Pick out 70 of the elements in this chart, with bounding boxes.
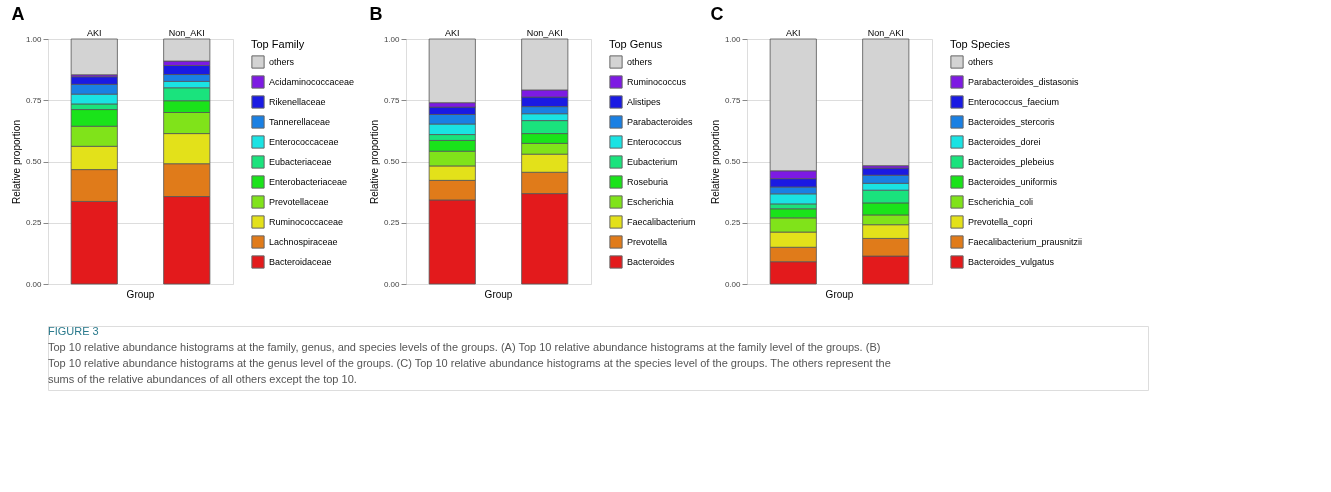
legend-label: Faecalibacterium [627, 217, 696, 227]
text: Top 10 relative abundance histograms at the family, genus, and species levels of the groups. (A) Top 10 relative abundance histograms at the family level of the groups. (B) Top 10 relative abundance histograms at the genus level of the groups. (C) Top 10 relative abundance histograms at the species level of the groups. The others represent the sums of the relative abundances of all others except the top 10. [48, 341, 891, 385]
y-tick-label: 0.25 [25, 218, 43, 228]
y-tick-label: 1.00 [25, 34, 43, 44]
y-tick-label: 1.00 [724, 34, 742, 44]
bar [163, 38, 211, 62]
y-tick-label: 0.00 [724, 279, 742, 289]
y-tick-label: 0.00 [383, 279, 401, 289]
y-tick-label: 0.75 [383, 95, 401, 105]
legend-label: Ruminococcaceae [269, 217, 344, 227]
legend-label: Prevotellaceae [269, 197, 329, 207]
chart-title: C [710, 4, 724, 24]
caption: FIGURE 3 [48, 325, 99, 337]
category-label: Non_AKI [168, 27, 205, 38]
x-axis-title: Group [126, 289, 155, 300]
legend-label: Faecalibacterium_prausnitzii [968, 237, 1083, 247]
chart-title: A [11, 4, 25, 24]
y-tick-label: 0.25 [724, 218, 742, 228]
y-tick-label: 0.50 [383, 157, 401, 166]
legend-label: Bacteroides [627, 257, 676, 267]
legend-label: Bacteroides_dorei [968, 137, 1041, 147]
legend-label: Eubacterium [627, 157, 678, 167]
category-label: Non_AKI [867, 27, 904, 38]
legend-label: Enterobacteriaceae [269, 177, 348, 187]
chart-title: B [369, 4, 383, 24]
legend-label: Enterococcus_faecium [968, 97, 1060, 107]
x-axis-title: Group [484, 289, 513, 300]
y-tick-label: 0.50 [25, 157, 43, 166]
legend-title: Top Species [950, 38, 1011, 50]
legend-title: Top Genus [609, 38, 663, 50]
y-axis-title: Relative proportion [10, 120, 22, 204]
y-tick-label: 0.00 [25, 279, 43, 289]
legend-label: Lachnospiraceae [269, 237, 338, 247]
legend-label: Bacteroides_stercoris [968, 117, 1056, 127]
y-axis-title: Relative proportion [709, 120, 721, 204]
legend-label: Tannerellaceae [269, 117, 331, 127]
legend-label: Roseburia [627, 177, 669, 187]
y-tick-label: 0.25 [383, 218, 401, 228]
category-label: AKI [785, 27, 801, 38]
legend-label: Alistipes [627, 97, 662, 107]
y-axis-title: Relative proportion [368, 120, 380, 204]
category-label: AKI [86, 27, 102, 38]
legend-label: Enterococcaceae [269, 137, 339, 147]
legend-label: Ruminococcus [627, 77, 687, 87]
y-tick-label: 0.75 [724, 95, 742, 105]
legend-label: others [968, 57, 994, 67]
legend-label: Bacteroides_plebeius [968, 157, 1055, 167]
legend-label: Enterococcus [627, 137, 683, 147]
legend-label: Bacteroides_vulgatus [968, 257, 1055, 267]
legend-label: Parabacteroides_distasonis [968, 77, 1080, 87]
y-tick-label: 0.75 [25, 95, 43, 105]
legend-label: Rikenellaceae [269, 97, 326, 107]
legend-label: Escherichia_coli [968, 197, 1034, 207]
legend-label: Prevotella [627, 237, 668, 247]
legend-title: Top Family [251, 38, 305, 50]
x-axis-title: Group [825, 289, 854, 300]
category-label: AKI [444, 27, 460, 38]
category-label: Non_AKI [526, 27, 563, 38]
y-tick-label: 1.00 [383, 34, 401, 44]
y-tick-label: 0.50 [724, 157, 742, 166]
legend-label: Escherichia [627, 197, 674, 207]
legend-label: Bacteroides_uniformis [968, 177, 1058, 187]
legend-label: others [627, 57, 653, 67]
bar [70, 38, 118, 76]
legend-label: Acidaminococcaceae [269, 77, 355, 87]
legend-label: Prevotella_copri [968, 217, 1033, 227]
legend-label: Eubacteriaceae [269, 157, 332, 167]
legend-label: others [269, 57, 295, 67]
legend-label: Bacteroidaceae [269, 257, 332, 267]
legend-label: Parabacteroides [627, 117, 694, 127]
